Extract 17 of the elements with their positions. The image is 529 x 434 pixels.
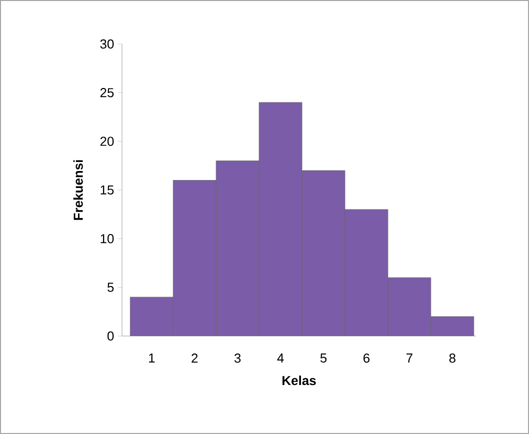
y-tick-label: 10	[100, 234, 114, 244]
y-tick-label: 25	[100, 88, 114, 98]
x-tick-label: 2	[192, 354, 198, 363]
y-tick-label: 30	[100, 39, 114, 49]
x-tick-label: 3	[234, 354, 241, 363]
x-tick-label: 1	[149, 354, 155, 362]
y-tick-label: 20	[100, 136, 114, 146]
y-tick-label: 15	[100, 185, 114, 195]
x-tick-label: 7	[406, 354, 412, 362]
x-tick-label: 6	[364, 354, 370, 363]
x-axis-title: Kelas	[282, 376, 316, 386]
x-tick-label: 5	[320, 354, 327, 363]
x-tick-label: 8	[449, 354, 456, 363]
y-tick-label: 5	[107, 282, 114, 292]
x-tick-label: 4	[277, 354, 284, 362]
y-axis-title: Frekuensi	[73, 160, 83, 220]
y-tick-label: 0	[107, 331, 114, 341]
